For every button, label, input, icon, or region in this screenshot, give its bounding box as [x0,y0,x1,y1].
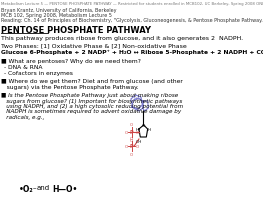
Text: - Cofactors in enzymes: - Cofactors in enzymes [4,71,73,76]
Text: radicals, e.g.,: radicals, e.g., [1,115,45,119]
Text: NADPH is sometimes required to advert oxidative damage by: NADPH is sometimes required to advert ox… [1,109,181,114]
Text: sugars from glucose? (1) Important for biosynthetic pathways: sugars from glucose? (1) Important for b… [1,98,183,103]
Text: Glucose 6-Phosphate + 2 NADP⁺ + H₂O ↔ Ribose 5-Phosphate + 2 NADPH + CO₂ + 2H⁺: Glucose 6-Phosphate + 2 NADP⁺ + H₂O ↔ Ri… [1,50,263,55]
Text: O: O [130,153,133,157]
Text: P: P [130,144,133,149]
Text: O: O [136,130,139,134]
Text: •O₂⁻: •O₂⁻ [19,184,38,193]
Text: Bryan Krantz, University of California, Berkeley: Bryan Krantz, University of California, … [1,8,117,13]
Text: and: and [37,184,50,190]
Text: O: O [136,144,139,148]
Text: H: H [135,127,138,131]
Text: - DNA & RNA: - DNA & RNA [4,65,43,70]
Text: PENTOSE PHOSPHATE PATHWAY: PENTOSE PHOSPHATE PATHWAY [1,26,151,35]
Text: MCB 102, Spring 2008, Metabolism Lecture 5: MCB 102, Spring 2008, Metabolism Lecture… [1,13,112,18]
Text: NH₂: NH₂ [134,97,141,101]
Text: Metabolism Lecture 5 — PENTOSE PHOSPHATE PATHWAY — Restricted for students enrol: Metabolism Lecture 5 — PENTOSE PHOSPHATE… [1,2,263,6]
Text: H: H [148,127,151,131]
Text: using NADPH, and (2) a high cytosolic reducing potential from: using NADPH, and (2) a high cytosolic re… [1,103,184,108]
Text: sugars) via the Pentose Phosphate Pathway.: sugars) via the Pentose Phosphate Pathwa… [1,84,139,89]
Text: ■ What are pentoses? Why do we need them?: ■ What are pentoses? Why do we need them… [1,59,141,64]
Text: Reading: Ch. 14 of Principles of Biochemistry, "Glycolysis, Gluconeogenesis, & P: Reading: Ch. 14 of Principles of Biochem… [1,18,263,23]
Text: H—O•: H—O• [52,184,78,193]
Text: O: O [130,122,133,126]
Text: O: O [130,139,133,143]
Text: OH: OH [136,139,142,143]
Text: ■ Is the Pentose Phosphate Pathway just about making ribose: ■ Is the Pentose Phosphate Pathway just … [1,93,179,98]
Text: ■ Where do we get them? Diet and from glucose (and other: ■ Where do we get them? Diet and from gl… [1,79,183,84]
Text: O: O [124,144,127,148]
Text: O: O [130,136,133,140]
Text: P: P [130,130,133,135]
Text: O: O [142,123,145,127]
Text: This pathway produces ribose from glucose, and it also generates 2  NADPH.: This pathway produces ribose from glucos… [1,36,244,41]
Text: Two Phases: [1] Oxidative Phase & [2] Non-oxidative Phase: Two Phases: [1] Oxidative Phase & [2] No… [1,43,187,48]
Text: O: O [124,130,127,134]
